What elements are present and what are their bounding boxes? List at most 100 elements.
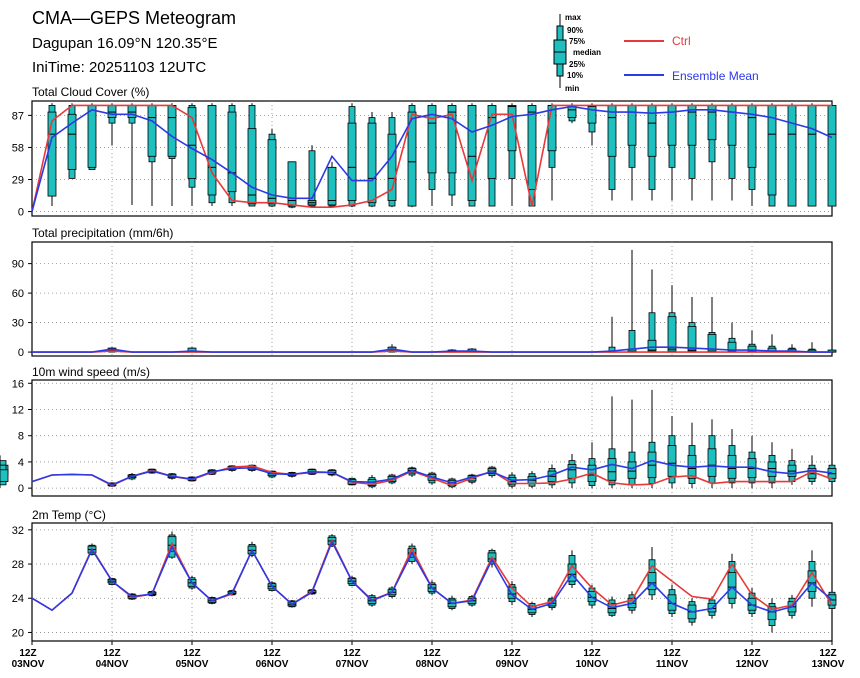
legend-ctrl-label: Ctrl [672,34,691,48]
box-iqr [687,326,697,352]
box-iqr [827,105,837,207]
box-4 [107,103,117,146]
box-31 [647,269,657,353]
box-33 [687,103,697,201]
box-iqr [707,448,717,477]
box-iqr [467,105,477,201]
box-iqr [287,161,297,207]
box-38 [787,448,797,485]
y-tick-label: 87 [12,110,24,122]
box-35 [727,429,737,489]
box-27 [567,454,577,489]
x-tick-date-label: 13NOV [812,659,845,670]
x-tick-hour-label: 12Z [663,648,680,659]
x-tick-hour-label: 12Z [19,648,36,659]
box-5 [127,103,137,205]
x-tick-hour-label: 12Z [263,648,280,659]
box-40 [827,103,837,207]
box-37 [767,334,777,353]
box-iqr [807,105,817,207]
box-iqr [447,105,457,174]
box-10 [227,103,237,207]
box-30 [627,399,637,489]
x-tick-date-label: 06NOV [256,659,289,670]
box-30 [627,249,637,353]
box-7 [167,103,177,207]
box-30 [627,103,637,201]
box-18 [387,112,397,208]
box-31 [647,103,657,201]
box-34 [707,419,717,489]
x-tick-hour-label: 12Z [503,648,520,659]
box-iqr [607,105,617,157]
box-33 [687,422,697,489]
box-iqr [367,122,377,204]
ctrl-line [31,104,832,212]
box-31 [647,546,657,600]
box-13 [287,161,297,209]
y-tick-label: 0 [18,483,24,495]
mean-line [31,105,833,212]
box-32 [667,285,677,353]
box-35 [727,322,737,353]
x-tick-hour-label: 12Z [343,648,360,659]
y-tick-label: 0 [18,347,24,359]
legend-p10-box [556,63,564,77]
y-tick-label: 20 [12,627,24,639]
box-40 [827,456,837,485]
box-29 [607,396,617,489]
x-axis: 12Z03NOV12Z04NOV12Z05NOV12Z06NOV12Z07NOV… [12,641,845,670]
x-tick-date-label: 09NOV [496,659,529,670]
x-tick-hour-label: 12Z [583,648,600,659]
panel-title: Total Cloud Cover (%) [32,85,149,99]
panel-title: 2m Temp (°C) [32,508,106,522]
legend-p90-box [556,25,564,41]
line-legend: Ctrl Ensemble Mean [624,34,759,83]
box-iqr [527,105,537,190]
box-iqr [687,105,697,146]
box-21 [447,103,457,207]
box-iqr [427,105,437,174]
init-time-label: IniTime: 20251103 12UTC [32,59,206,76]
legend-p25-label: 25% [569,60,585,69]
box-iqr [767,461,777,477]
box-36 [747,330,757,353]
y-tick-label: 24 [12,593,24,605]
box-28 [587,442,597,489]
box-iqr [767,606,777,621]
box-37 [767,598,777,633]
y-tick-label: 8 [18,431,24,443]
mean-line [31,459,833,486]
box-iqr [547,105,557,152]
box-iqr [407,111,417,207]
box-legend: max 90% 75% median 25% 10% min [553,13,601,93]
box-33 [687,297,697,353]
y-tick-label: 30 [12,318,24,330]
box-11 [247,103,257,207]
chart-title: CMA—GEPS Meteogram [32,8,236,28]
panel-2: Total precipitation (mm/6h) 0 30 60 90 [12,226,837,359]
x-tick-hour-label: 12Z [743,648,760,659]
box-iqr [667,445,677,477]
y-tick-label: 0 [18,207,24,219]
x-tick-hour-label: 12Z [183,648,200,659]
x-tick-hour-label: 12Z [103,648,120,659]
x-tick-date-label: 05NOV [176,659,209,670]
box-iqr [327,166,337,206]
y-tick-label: 12 [12,404,24,416]
y-tick-label: 29 [12,175,24,187]
box-iqr [487,105,497,179]
legend-p90-label: 90% [567,26,583,35]
box-iqr [147,105,157,157]
box-39 [807,103,817,207]
panel-title: 10m wind speed (m/s) [32,365,150,379]
box-42 [0,458,9,489]
panel-3: 10m wind speed (m/s) 0 4 8 12 16 [0,365,837,497]
box-iqr [107,105,117,118]
panel-1: Total Cloud Cover (%) 0 29 58 87 [12,85,837,219]
box-34 [707,297,717,353]
box-iqr [47,111,57,197]
x-tick-date-label: 03NOV [12,659,45,670]
box-22 [467,103,477,207]
box-9 [207,103,217,207]
